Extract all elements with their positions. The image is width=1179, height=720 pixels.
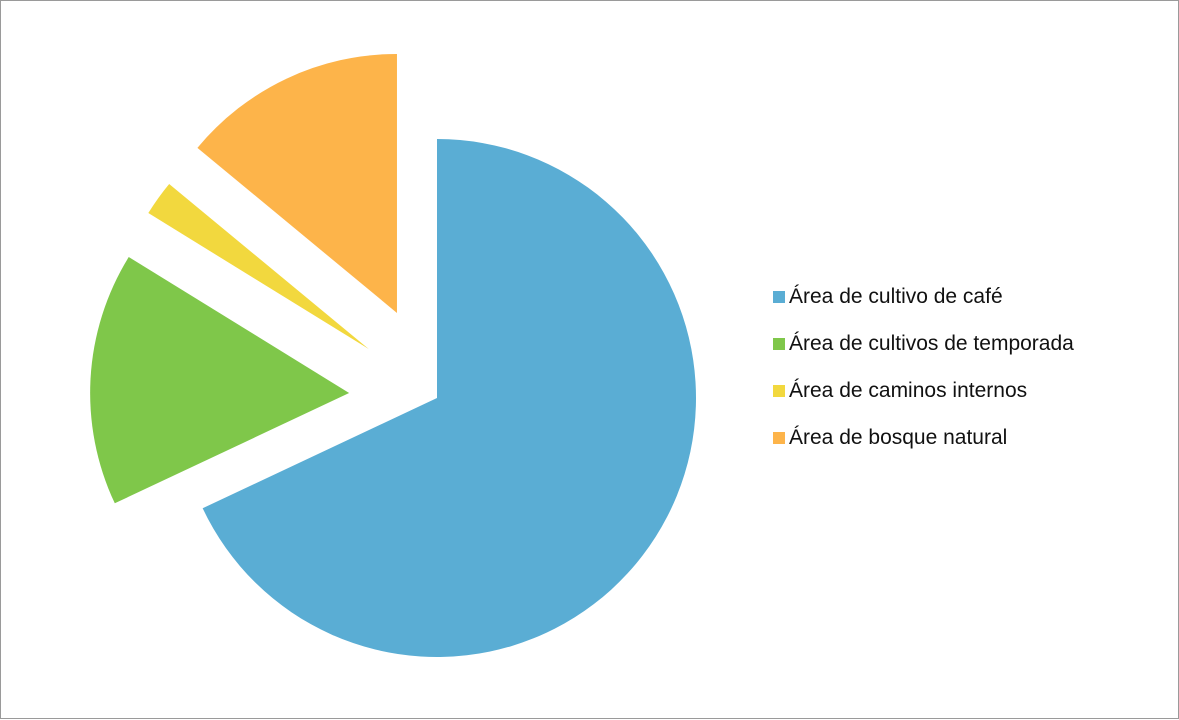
chart-legend: Área de cultivo de café Área de cultivos… [773, 279, 1074, 467]
legend-swatch [773, 338, 785, 350]
legend-label: Área de cultivo de café [789, 285, 1003, 308]
legend-item-cafe: Área de cultivo de café [773, 279, 1074, 315]
legend-swatch [773, 291, 785, 303]
legend-label: Área de bosque natural [789, 426, 1008, 449]
pie-slice-3 [148, 183, 369, 350]
pie-slice-1 [202, 139, 697, 657]
legend-item-caminos: Área de caminos internos [773, 373, 1074, 409]
pie-slice-4 [197, 53, 397, 313]
pie-slice-2 [90, 257, 350, 504]
legend-item-bosque: Área de bosque natural [773, 420, 1074, 456]
legend-item-temporada: Área de cultivos de temporada [773, 326, 1074, 362]
legend-swatch [773, 385, 785, 397]
legend-label: Área de cultivos de temporada [789, 332, 1074, 355]
legend-label: Área de caminos internos [789, 379, 1028, 402]
legend-swatch [773, 432, 785, 444]
